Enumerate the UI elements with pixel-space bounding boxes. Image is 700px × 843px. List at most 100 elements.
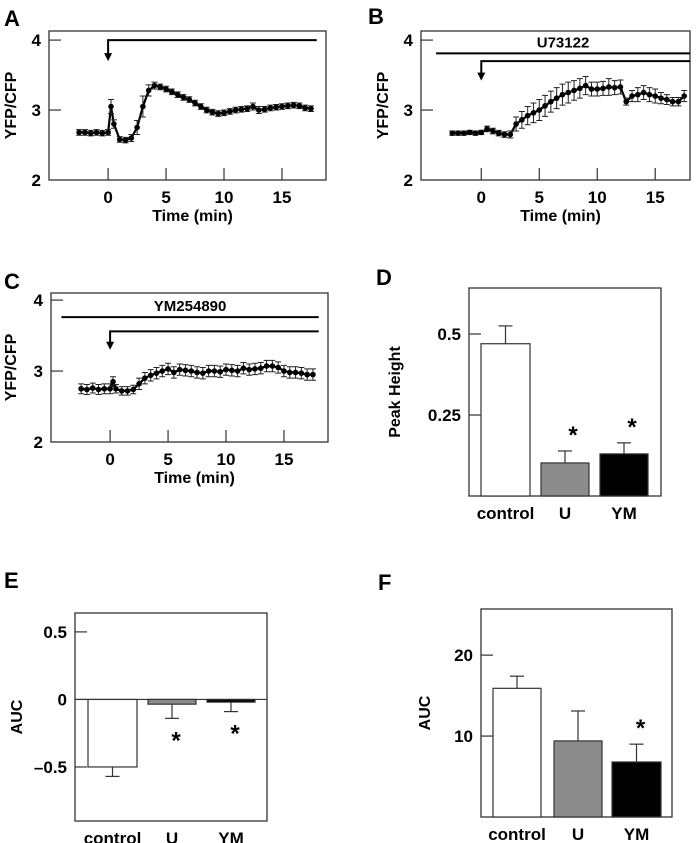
bar-ym — [206, 698, 256, 703]
panel-label: D — [376, 265, 392, 290]
data-point — [461, 130, 467, 136]
data-point — [205, 368, 212, 374]
y-tick-label: 20 — [454, 646, 473, 665]
data-point — [128, 135, 135, 141]
plot-frame — [50, 292, 329, 443]
y-tick-label: 4 — [404, 31, 414, 50]
data-point — [194, 369, 200, 376]
data-point — [113, 385, 119, 392]
data-point — [302, 105, 308, 111]
data-point — [223, 366, 229, 373]
data-point — [257, 365, 264, 372]
data-point — [296, 103, 303, 109]
y-tick-label: 0.25 — [428, 406, 461, 425]
data-point — [182, 367, 189, 374]
x-tick-label: 0 — [105, 450, 114, 469]
data-point — [151, 82, 158, 89]
data-point — [244, 105, 250, 112]
data-point — [200, 370, 206, 376]
x-axis-label: Time (min) — [152, 208, 233, 225]
data-point — [478, 129, 485, 136]
data-point — [140, 103, 146, 110]
data-point — [136, 381, 142, 387]
data-point — [646, 91, 653, 98]
data-point — [611, 84, 618, 91]
data-point — [157, 84, 164, 90]
data-point — [495, 130, 502, 136]
drug-label: U73122 — [537, 34, 590, 51]
data-point — [548, 98, 554, 105]
data-point — [89, 385, 96, 391]
data-point — [93, 129, 100, 136]
data-point — [234, 368, 241, 374]
data-point — [298, 370, 305, 376]
stimulus-line — [480, 60, 690, 75]
data-point — [159, 368, 166, 374]
data-point — [490, 128, 496, 134]
data-point — [524, 112, 531, 119]
data-point — [513, 121, 519, 127]
bar-control — [492, 687, 542, 818]
data-point — [286, 369, 293, 376]
data-point — [227, 108, 233, 115]
bar-u — [540, 462, 590, 497]
x-tick-label: 15 — [646, 188, 665, 207]
stimulus-arrow-icon — [104, 53, 113, 62]
data-point — [124, 388, 131, 394]
significance-asterisk: * — [171, 727, 181, 754]
x-tick-label: 10 — [217, 450, 236, 469]
category-label: U — [559, 504, 571, 523]
data-point — [669, 98, 676, 105]
data-point — [267, 105, 274, 111]
stimulus-arrow-icon — [477, 72, 486, 81]
data-point — [78, 385, 84, 392]
stimulus-line — [107, 39, 317, 56]
data-point — [147, 372, 154, 379]
data-point — [519, 117, 525, 123]
y-tick-label: 4 — [32, 31, 42, 50]
panel-d: D 0.25 0.5 Peak Height control U * YM * — [376, 265, 662, 523]
data-point — [209, 109, 216, 115]
data-point — [542, 103, 548, 109]
bar-control — [480, 343, 531, 497]
category-label: YM — [611, 504, 637, 523]
panel-e: E –0.5 0 0.5 AUC control U * YM * — [4, 568, 268, 843]
data-point — [105, 129, 111, 136]
data-point — [269, 363, 276, 369]
y-axis-label: YFP/CFP — [3, 71, 20, 139]
data-point — [577, 85, 583, 92]
significance-asterisk: * — [230, 721, 240, 748]
data-point — [507, 131, 514, 138]
data-point — [472, 130, 479, 136]
data-point — [273, 104, 279, 111]
panel-a: A 2 3 4 YFP/CFP 0 5 10 15 Time (min) — [3, 6, 327, 225]
data-point — [588, 86, 595, 92]
x-tick-label: 0 — [477, 188, 486, 207]
y-tick-label: 3 — [34, 362, 43, 381]
y-tick-label: 2 — [404, 171, 413, 190]
data-point — [582, 82, 589, 89]
data-point — [536, 107, 543, 113]
x-tick-label: 0 — [103, 188, 112, 207]
data-point — [229, 367, 235, 374]
data-point — [82, 129, 88, 136]
panel-label: A — [4, 6, 20, 31]
data-point — [281, 368, 287, 374]
data-point — [664, 96, 670, 103]
category-label: U — [166, 829, 178, 843]
panel-label: B — [368, 4, 384, 29]
y-tick-label: 4 — [34, 291, 44, 310]
y-axis-label: Peak Height — [387, 346, 404, 438]
y-tick-label: 0 — [58, 690, 67, 709]
stimulus-arrow-icon — [106, 341, 115, 350]
data-point — [484, 126, 490, 132]
data-point — [530, 110, 537, 116]
data-point — [221, 110, 227, 116]
data-point — [629, 93, 635, 99]
data-point — [76, 129, 82, 136]
y-axis-label: YFP/CFP — [375, 71, 392, 139]
panel-label: E — [4, 568, 19, 593]
data-point — [290, 102, 297, 108]
data-point — [186, 96, 193, 103]
